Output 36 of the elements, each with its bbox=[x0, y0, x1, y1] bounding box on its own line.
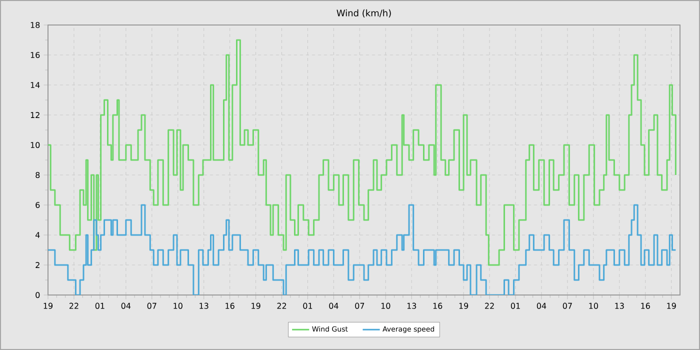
x-tick-label: 22 bbox=[277, 302, 286, 309]
x-tick-label: 04 bbox=[329, 302, 338, 309]
x-tick-label: 16 bbox=[641, 302, 650, 309]
x-tick-label: 19 bbox=[44, 302, 53, 309]
x-tick-label: 19 bbox=[252, 302, 260, 309]
y-tick-label: 0 bbox=[36, 292, 40, 298]
x-tick-label: 07 bbox=[147, 302, 156, 309]
y-tick-label: 8 bbox=[36, 172, 40, 178]
y-tick-label: 16 bbox=[30, 52, 40, 58]
x-tick-label: 04 bbox=[536, 302, 546, 309]
x-tick-label: 07 bbox=[355, 302, 364, 309]
x-tick-label: 16 bbox=[433, 302, 442, 309]
x-tick-label: 10 bbox=[589, 302, 598, 309]
y-tick-label: 6 bbox=[36, 202, 40, 208]
x-tick-label: 19 bbox=[459, 302, 468, 309]
x-tick-label: 13 bbox=[615, 302, 624, 309]
x-tick-label: 13 bbox=[200, 302, 208, 309]
x-tick-label: 01 bbox=[510, 302, 520, 309]
x-tick-label: 01 bbox=[95, 302, 104, 309]
x-tick-label: 10 bbox=[381, 302, 390, 309]
y-tick-label: 2 bbox=[36, 262, 40, 268]
x-tick-label: 13 bbox=[407, 302, 416, 309]
x-tick-label: 19 bbox=[667, 302, 676, 309]
x-tick-label: 04 bbox=[121, 302, 131, 309]
y-tick-label: 14 bbox=[30, 82, 40, 88]
x-tick-label: 16 bbox=[226, 302, 234, 309]
x-tick-label: 07 bbox=[562, 302, 572, 309]
y-tick-label: 12 bbox=[30, 112, 40, 118]
x-tick-label: 22 bbox=[485, 302, 494, 309]
y-tick-label: 4 bbox=[36, 232, 40, 238]
y-tick-label: 10 bbox=[30, 142, 40, 148]
chart-title: Wind (km/h) bbox=[336, 9, 391, 18]
x-tick-label: 01 bbox=[303, 302, 312, 309]
x-tick-label: 10 bbox=[174, 302, 182, 309]
y-tick-label: 18 bbox=[30, 22, 40, 28]
x-tick-label: 22 bbox=[69, 302, 78, 309]
